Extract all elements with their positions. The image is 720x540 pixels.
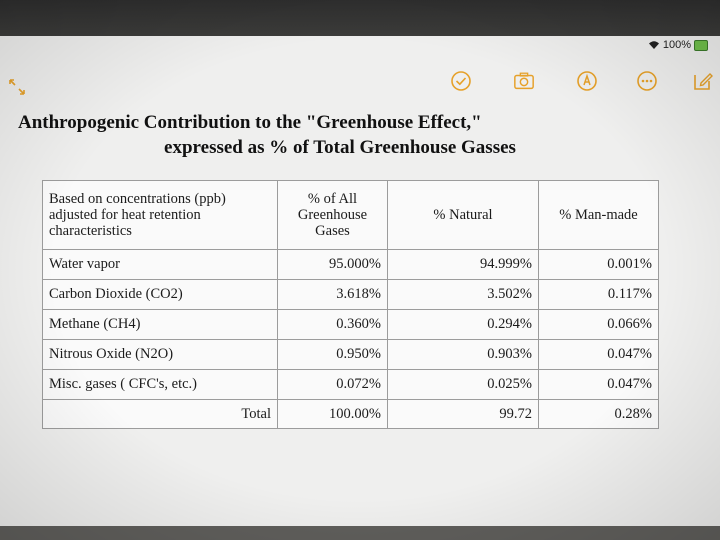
cell-natural: 0.903%	[387, 339, 539, 370]
header-natural: % Natural	[387, 180, 539, 250]
camera-icon[interactable]	[513, 70, 535, 92]
greenhouse-table: Based on concentrations (ppb) adjusted f…	[42, 180, 659, 429]
cell-natural: 0.294%	[387, 309, 539, 340]
cell-gas: Nitrous Oxide (N2O)	[42, 339, 278, 370]
total-natural: 99.72	[387, 399, 539, 429]
cell-all: 0.950%	[277, 339, 388, 370]
more-icon[interactable]	[636, 70, 658, 92]
total-label: Total	[42, 399, 278, 429]
markup-icon[interactable]	[576, 70, 598, 92]
table-row: Misc. gases ( CFC's, etc.) 0.072% 0.025%…	[42, 369, 659, 400]
total-man-made: 0.28%	[538, 399, 659, 429]
document-content: Anthropogenic Contribution to the "Green…	[18, 110, 670, 429]
cell-natural: 94.999%	[387, 249, 539, 280]
header-basis: Based on concentrations (ppb) adjusted f…	[42, 180, 278, 250]
table-row: Methane (CH4) 0.360% 0.294% 0.066%	[42, 309, 659, 340]
cell-all: 3.618%	[277, 279, 388, 310]
cell-man-made: 0.047%	[538, 339, 659, 370]
table-header-row: Based on concentrations (ppb) adjusted f…	[42, 180, 659, 250]
cell-gas: Water vapor	[42, 249, 278, 280]
cell-gas: Methane (CH4)	[42, 309, 278, 340]
cell-man-made: 0.047%	[538, 369, 659, 400]
cell-man-made: 0.001%	[538, 249, 659, 280]
total-all: 100.00%	[277, 399, 388, 429]
compose-icon[interactable]	[692, 70, 714, 92]
status-bar: 100%	[648, 39, 708, 51]
cell-all: 95.000%	[277, 249, 388, 280]
cell-natural: 3.502%	[387, 279, 539, 310]
cell-natural: 0.025%	[387, 369, 539, 400]
title-line-2: expressed as % of Total Greenhouse Gasse…	[164, 137, 516, 158]
check-circle-icon[interactable]	[450, 70, 472, 92]
header-man-made: % Man-made	[538, 180, 659, 250]
wifi-icon	[648, 41, 659, 49]
battery-charging-icon	[694, 39, 708, 51]
cell-gas: Misc. gases ( CFC's, etc.)	[42, 369, 278, 400]
document-title: Anthropogenic Contribution to the "Green…	[10, 110, 670, 160]
table-row: Nitrous Oxide (N2O) 0.950% 0.903% 0.047%	[42, 339, 659, 370]
cell-man-made: 0.117%	[538, 279, 659, 310]
cell-gas: Carbon Dioxide (CO2)	[42, 279, 278, 310]
battery-percent: 100%	[662, 39, 691, 51]
table-row: Carbon Dioxide (CO2) 3.618% 3.502% 0.117…	[42, 279, 659, 310]
cell-all: 0.360%	[277, 309, 388, 340]
cell-man-made: 0.066%	[538, 309, 659, 340]
cell-all: 0.072%	[277, 369, 388, 400]
table-total-row: Total 100.00% 99.72 0.28%	[42, 399, 659, 429]
collapse-icon[interactable]	[6, 76, 28, 98]
table-row: Water vapor 95.000% 94.999% 0.001%	[42, 249, 659, 280]
title-line-1: Anthropogenic Contribution to the "Green…	[18, 112, 482, 133]
header-all-gases: % of All Greenhouse Gases	[277, 180, 388, 250]
device-bezel	[0, 0, 720, 40]
